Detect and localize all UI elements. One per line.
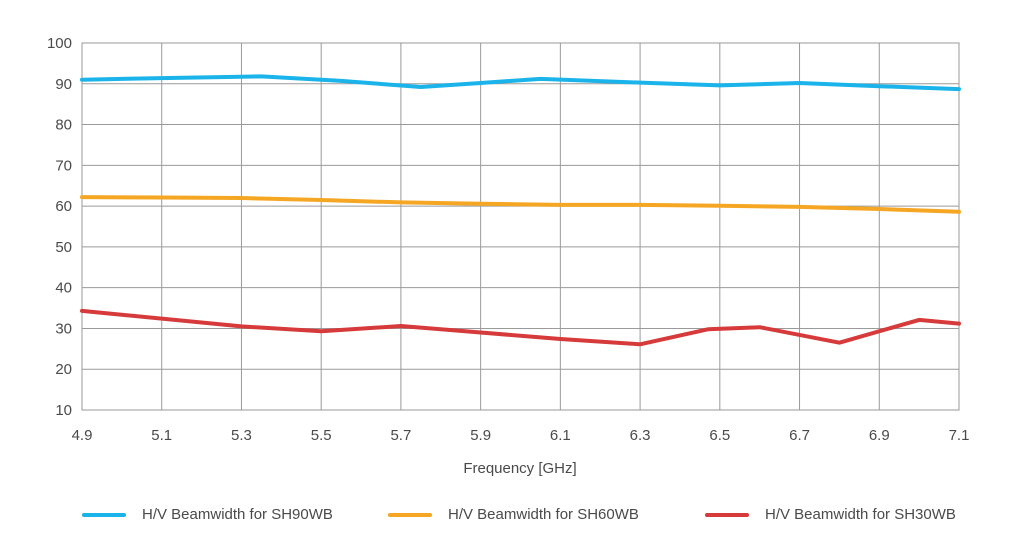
y-tick-label: 90 bbox=[55, 76, 72, 93]
y-tick-label: 70 bbox=[55, 157, 72, 174]
legend-swatch bbox=[388, 512, 432, 517]
x-tick-label: 5.7 bbox=[390, 427, 411, 444]
x-tick-label: 6.3 bbox=[630, 427, 651, 444]
series-line-3 bbox=[80, 308, 961, 347]
series-line-2 bbox=[80, 195, 961, 214]
y-tick-label: 100 bbox=[47, 35, 72, 52]
legend-item-3: H/V Beamwidth for SH30WB bbox=[705, 506, 956, 523]
legend-swatch bbox=[705, 512, 749, 517]
line-chart: 10 20 30 40 50 60 70 80 90 100 4.9 5.1 5.3 5.5 5.7 5.9… bbox=[47, 35, 970, 477]
x-tick-label: 5.3 bbox=[231, 427, 252, 444]
legend-label: H/V Beamwidth for SH60WB bbox=[448, 506, 639, 523]
series-lines bbox=[80, 74, 961, 347]
y-tick-label: 40 bbox=[55, 280, 72, 297]
x-tick-label: 6.9 bbox=[869, 427, 890, 444]
grid bbox=[81, 42, 960, 411]
x-tick-label: 4.9 bbox=[72, 427, 93, 444]
legend-item-2: H/V Beamwidth for SH60WB bbox=[388, 506, 639, 523]
legend-item-1: H/V Beamwidth for SH90WB bbox=[82, 506, 333, 523]
y-tick-label: 80 bbox=[55, 117, 72, 134]
series-line-1 bbox=[80, 74, 961, 92]
y-tick-label: 10 bbox=[55, 402, 72, 419]
plot-frame bbox=[81, 42, 960, 411]
y-tick-label: 20 bbox=[55, 361, 72, 378]
x-tick-label: 5.1 bbox=[151, 427, 172, 444]
y-tick-label: 30 bbox=[55, 320, 72, 337]
x-tick-label: 6.7 bbox=[789, 427, 810, 444]
x-tick-label: 5.5 bbox=[311, 427, 332, 444]
x-tick-label: 7.1 bbox=[949, 427, 970, 444]
legend-label: H/V Beamwidth for SH30WB bbox=[765, 506, 956, 523]
x-tick-label: 5.9 bbox=[470, 427, 491, 444]
x-axis-title: Frequency [GHz] bbox=[463, 460, 576, 477]
chart-legend: H/V Beamwidth for SH90WB H/V Beamwidth fo… bbox=[0, 506, 1024, 536]
legend-swatch bbox=[82, 512, 126, 517]
x-tick-label: 6.5 bbox=[709, 427, 730, 444]
legend-label: H/V Beamwidth for SH90WB bbox=[142, 506, 333, 523]
x-tick-label: 6.1 bbox=[550, 427, 571, 444]
x-axis-ticks: 4.9 5.1 5.3 5.5 5.7 5.9 6.1 6.3 6.5 6.7 6.9 7.1 bbox=[72, 427, 970, 444]
y-axis-ticks: 10 20 30 40 50 60 70 80 90 100 bbox=[47, 35, 72, 419]
y-tick-label: 50 bbox=[55, 239, 72, 256]
y-tick-label: 60 bbox=[55, 198, 72, 215]
